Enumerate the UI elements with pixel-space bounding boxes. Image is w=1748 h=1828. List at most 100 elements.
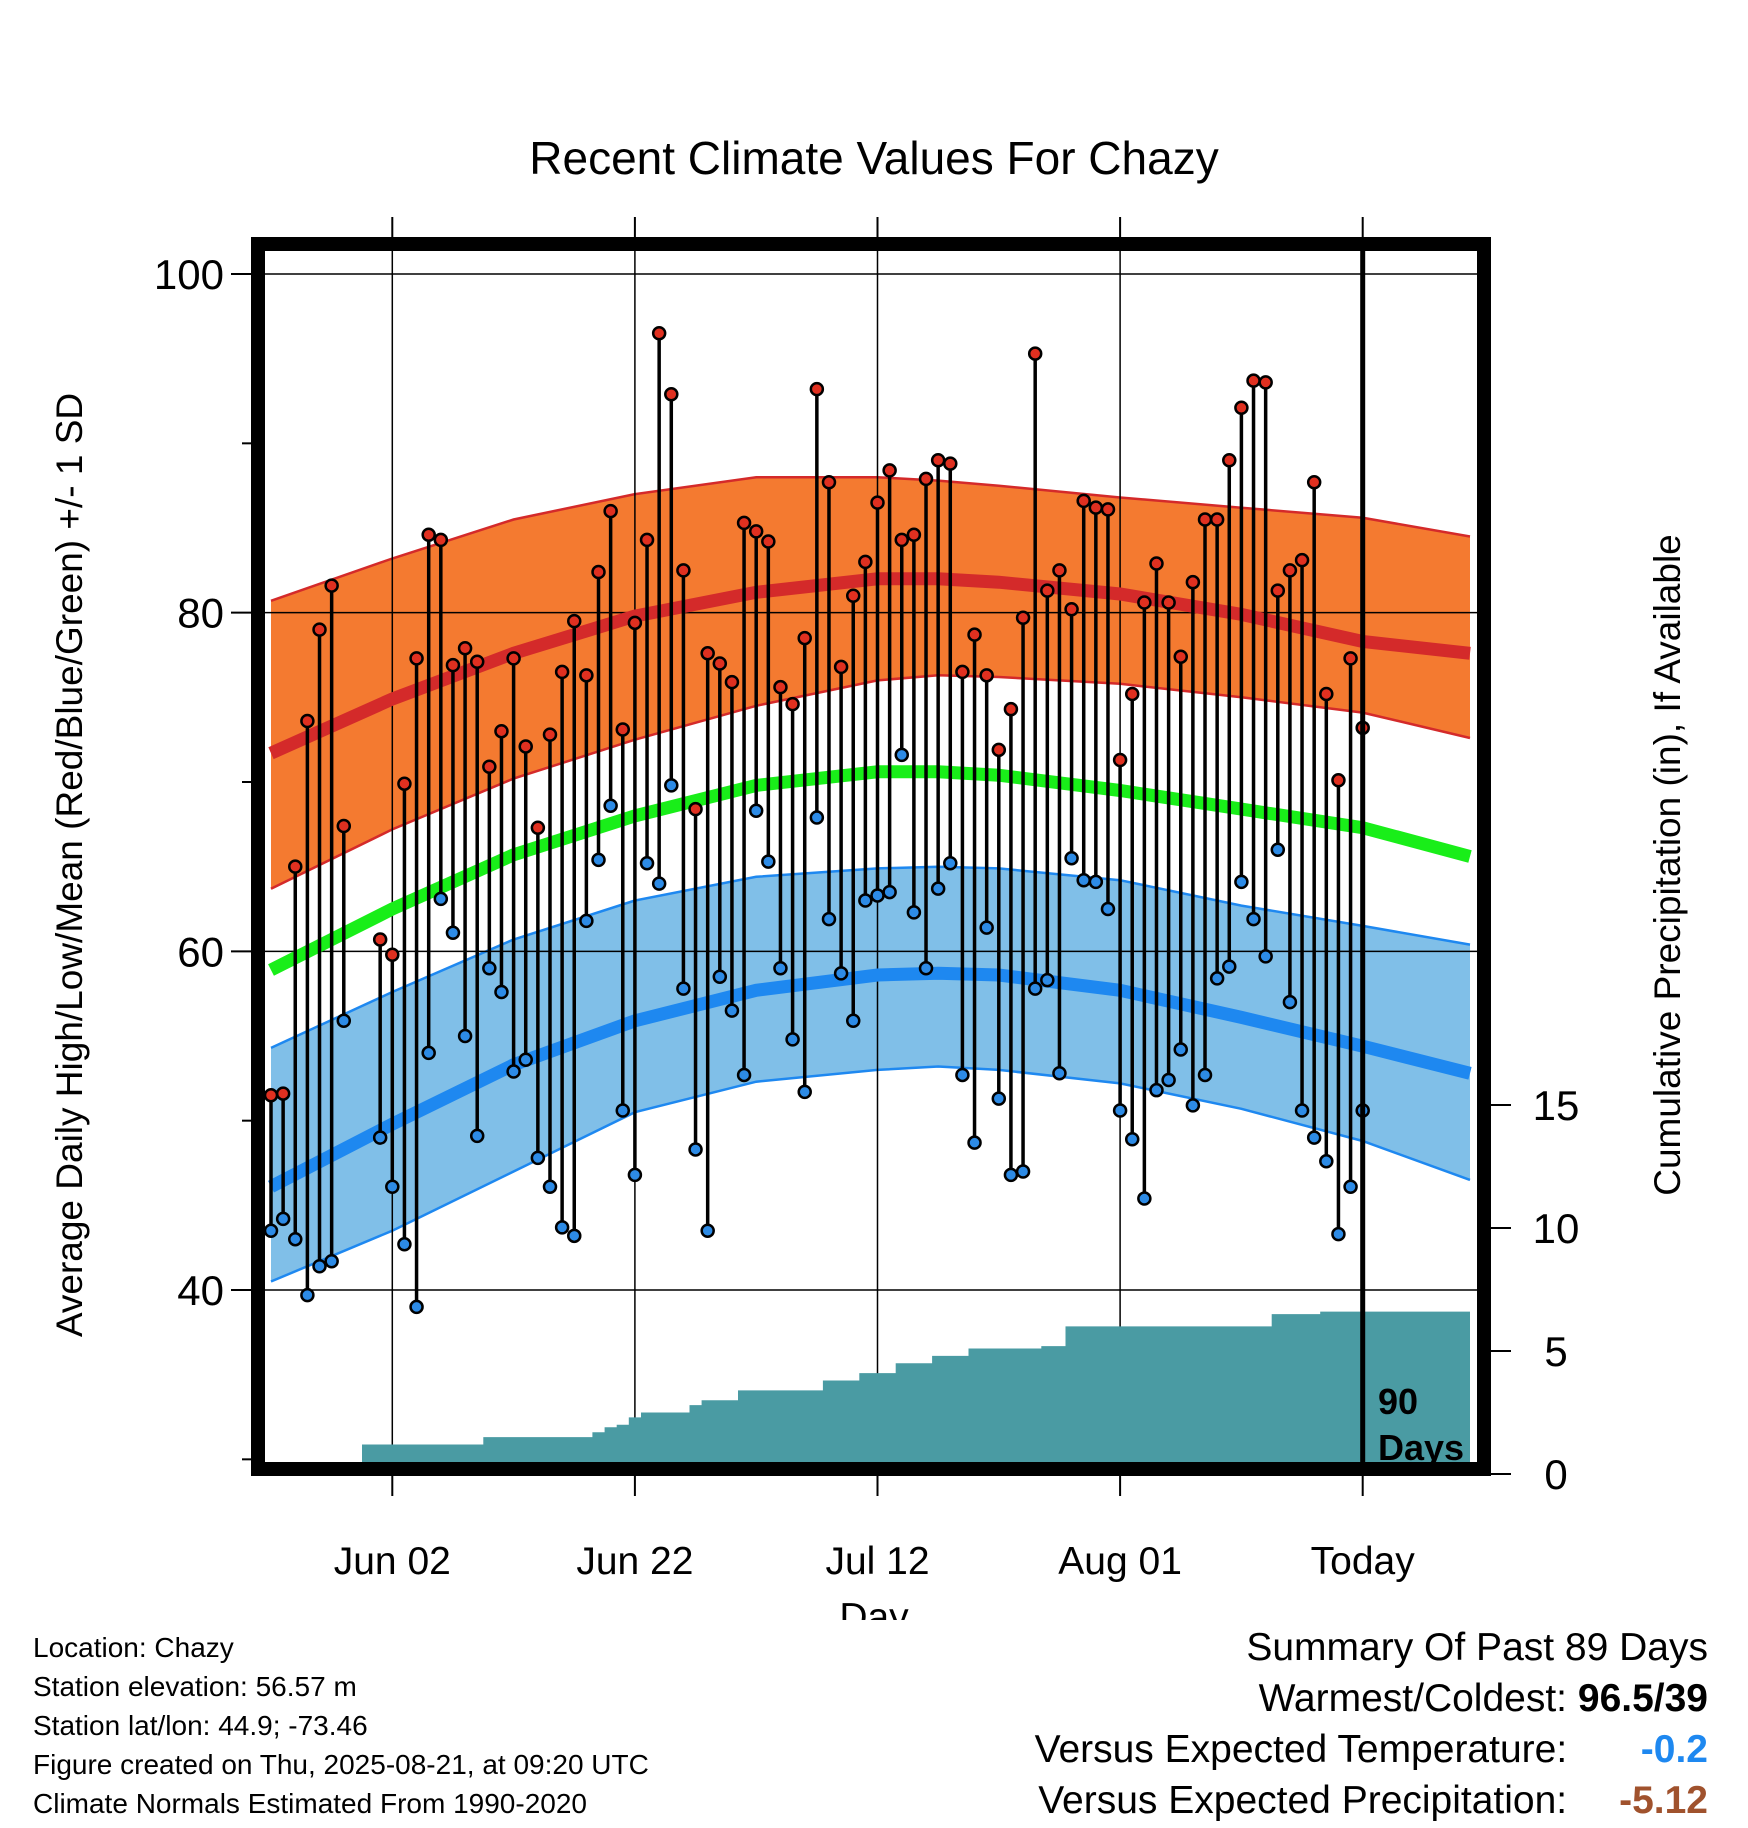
low-temp-point xyxy=(882,884,897,900)
high-temp-point xyxy=(1306,475,1322,490)
low-temp-point xyxy=(1197,1067,1213,1083)
low-temp-point xyxy=(1161,1072,1176,1088)
low-normal-line xyxy=(268,966,1472,1193)
high-temp-point xyxy=(1003,701,1019,717)
low-temp-point xyxy=(445,925,461,940)
high-temp-point xyxy=(1282,563,1298,578)
high-temp-point xyxy=(409,651,424,666)
precip-dev-value: -5.12 xyxy=(1619,1779,1708,1822)
x-tick-label: Jul 12 xyxy=(825,1540,929,1583)
low-temp-point xyxy=(809,810,825,825)
low-temp-point xyxy=(700,1223,715,1238)
low-temp-point xyxy=(639,856,655,871)
chart-title: Recent Climate Values For Chazy xyxy=(529,132,1218,184)
high-temp-point xyxy=(542,727,558,742)
high-temp-point xyxy=(275,1086,291,1101)
high-temp-point xyxy=(991,742,1007,758)
mean-normal-line xyxy=(268,765,1472,976)
high-temp-point xyxy=(1137,595,1152,610)
low-temp-point xyxy=(1040,972,1055,988)
warm-cold-value: 96.5/39 xyxy=(1577,1677,1708,1720)
x-axis-label: Day xyxy=(839,1596,909,1620)
high-temp-point xyxy=(858,554,873,570)
low-temp-point xyxy=(1319,1154,1334,1169)
high-temp-point xyxy=(1027,346,1043,361)
high-temp-point xyxy=(894,532,910,548)
low-temp-point xyxy=(457,1028,473,1044)
high-temp-point xyxy=(882,463,897,478)
high-temp-point xyxy=(445,657,461,673)
low-temp-point xyxy=(979,920,994,935)
y-axis-label: Average Daily High/Low/Mean (Red/Blue/Gr… xyxy=(49,393,90,1337)
created-text: Figure created on Thu, 2025-08-21, at 09… xyxy=(33,1749,649,1780)
high-temp-point xyxy=(1173,649,1188,664)
low-temp-point xyxy=(1270,842,1286,857)
low-temp-point xyxy=(1246,911,1261,927)
low-temp-point xyxy=(894,747,910,763)
high-temp-point xyxy=(1161,595,1176,610)
low-temp-point xyxy=(385,1179,400,1194)
low-temp-point xyxy=(1294,1103,1310,1118)
high-temp-point xyxy=(736,515,752,531)
high-temp-point xyxy=(1319,686,1334,702)
high-temp-point xyxy=(1015,610,1031,625)
high-temp-point xyxy=(664,386,679,402)
low-temp-point xyxy=(579,913,594,929)
low-temp-point xyxy=(870,888,885,903)
high-normal-band xyxy=(271,477,1470,889)
high-temp-point xyxy=(324,578,339,593)
y2-tick-label: 10 xyxy=(1533,1205,1580,1252)
high-temp-point xyxy=(906,527,922,543)
high-temp-point xyxy=(773,679,788,695)
low-temp-point xyxy=(1088,874,1104,890)
temp-dev-value: -0.2 xyxy=(1640,1728,1708,1771)
high-temp-point xyxy=(979,668,994,683)
precip-dev-row: Versus Expected Precipitation: -5.12 xyxy=(1035,1775,1708,1826)
low-temp-point xyxy=(1331,1226,1346,1242)
low-temp-point xyxy=(930,881,946,896)
high-temp-point xyxy=(797,630,812,646)
low-temp-point xyxy=(421,1045,436,1061)
high-temp-point xyxy=(1209,512,1225,527)
today-marker-label-line2: Days xyxy=(1378,1427,1464,1468)
high-temp-point xyxy=(833,659,849,675)
high-temp-point xyxy=(1270,583,1286,598)
high-temp-point xyxy=(1331,773,1346,788)
low-temp-point xyxy=(300,1287,315,1303)
low-temp-point xyxy=(542,1179,558,1194)
high-temp-point xyxy=(1088,500,1104,515)
low-temp-point xyxy=(506,1064,521,1079)
high-normal-line xyxy=(268,572,1471,760)
cumulative-precip-area xyxy=(270,1311,1470,1474)
elevation-text: Station elevation: 56.57 m xyxy=(33,1671,357,1702)
low-temp-point xyxy=(676,981,691,996)
low-temp-point xyxy=(336,1013,352,1029)
low-band-lower-edge xyxy=(270,1065,1471,1283)
high-temp-point xyxy=(1064,602,1079,617)
high-temp-point xyxy=(615,722,631,737)
low-temp-point xyxy=(603,798,618,813)
low-temp-point xyxy=(627,1167,643,1183)
low-temp-point xyxy=(275,1211,291,1227)
high-temp-point xyxy=(955,664,970,680)
temp-dev-label: Versus Expected Temperature: xyxy=(1034,1728,1568,1771)
high-temp-point xyxy=(482,759,497,775)
low-temp-point xyxy=(785,1032,800,1047)
high-temp-point xyxy=(1234,400,1249,416)
low-temp-point xyxy=(1173,1042,1188,1057)
high-temp-point xyxy=(1258,375,1273,390)
high-temp-point xyxy=(676,563,691,578)
warm-cold-label: Warmest/Coldest: xyxy=(1258,1677,1568,1720)
low-band-upper-edge xyxy=(270,865,1471,1050)
high-temp-point xyxy=(1052,563,1067,578)
low-temp-point xyxy=(651,876,667,891)
summary-panel: Summary Of Past 89 Days Warmest/Coldest:… xyxy=(1035,1622,1708,1826)
low-temp-point xyxy=(263,1223,279,1238)
low-temp-point xyxy=(1064,850,1079,866)
high-temp-point xyxy=(930,453,946,468)
high-temp-point xyxy=(506,651,521,666)
high-temp-point xyxy=(639,532,655,548)
high-temp-point xyxy=(918,471,934,487)
low-temp-point xyxy=(991,1091,1007,1106)
latlon-text: Station lat/lon: 44.9; -73.46 xyxy=(33,1710,368,1741)
